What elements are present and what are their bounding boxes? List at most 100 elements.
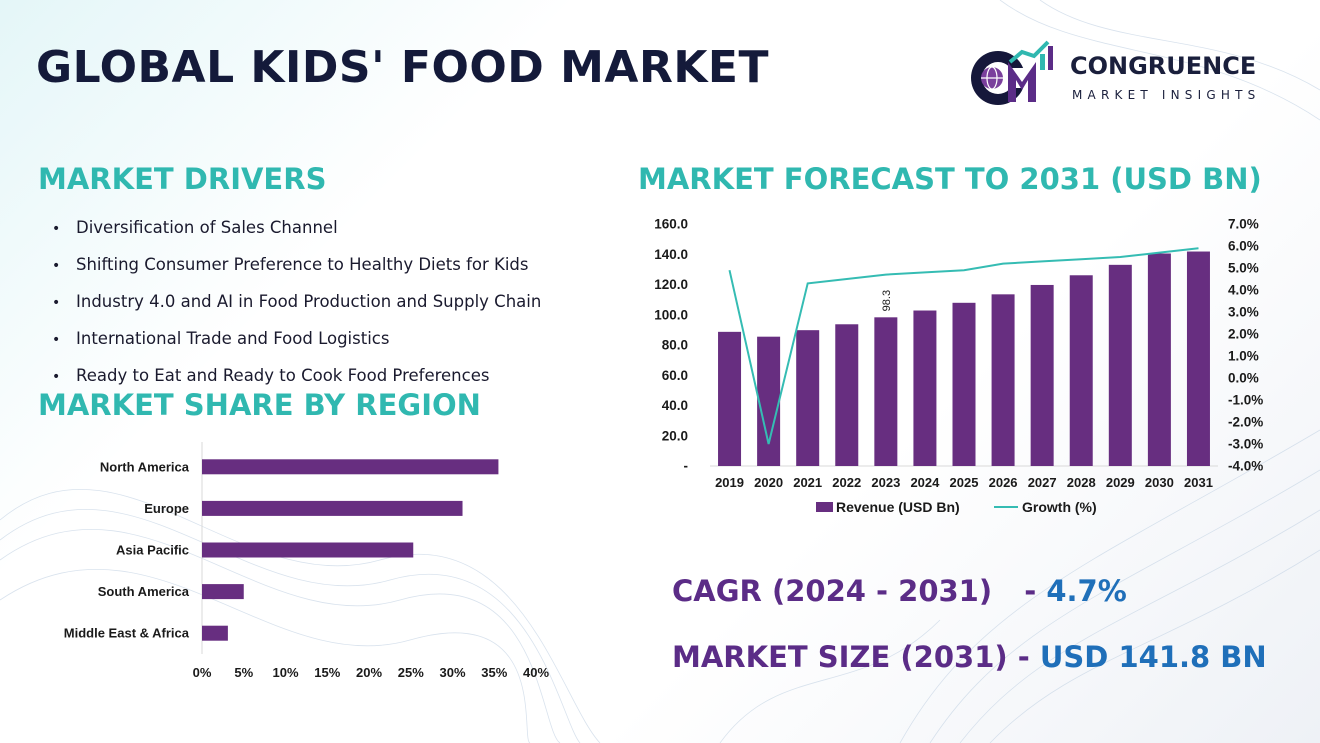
market-drivers-list: • Diversification of Sales Channel • Shift… [52, 216, 541, 401]
forecast-x-tick-label: 2020 [754, 475, 783, 490]
region-bar [202, 500, 463, 516]
cagr-label: CAGR (2024 - 2031) [672, 574, 993, 608]
forecast-data-label: 98.3 [881, 290, 893, 311]
forecast-right-y-tick-label: 0.0% [1228, 371, 1259, 386]
forecast-x-tick-label: 2021 [793, 475, 822, 490]
driver-item-label: Diversification of Sales Channel [76, 218, 338, 237]
forecast-revenue-bar [796, 330, 820, 466]
forecast-left-y-tick-label: 120.0 [654, 277, 688, 292]
forecast-left-y-tick-label: 40.0 [662, 398, 688, 413]
region-category-label: Middle East & Africa [64, 626, 190, 641]
forecast-left-y-tick-label: 80.0 [662, 338, 688, 353]
forecast-x-tick-label: 2029 [1106, 475, 1135, 490]
market-forecast-heading: MARKET FORECAST TO 2031 (USD BN) [638, 162, 1262, 196]
forecast-right-y-tick-label: 7.0% [1228, 217, 1259, 232]
region-bar [202, 584, 244, 600]
forecast-revenue-bar [952, 302, 976, 466]
region-x-tick-label: 35% [481, 665, 507, 680]
legend-revenue-label: Revenue (USD Bn) [836, 499, 960, 515]
region-category-label: Asia Pacific [116, 543, 189, 558]
forecast-left-y-tick-label: 100.0 [654, 307, 688, 322]
region-x-tick-label: 30% [439, 665, 465, 680]
page-title: GLOBAL KIDS' FOOD MARKET [36, 42, 769, 93]
forecast-revenue-bar [1108, 264, 1132, 466]
region-bar [202, 625, 228, 641]
region-bar [202, 542, 414, 558]
legend-growth-label: Growth (%) [1022, 499, 1097, 515]
forecast-x-tick-label: 2027 [1028, 475, 1057, 490]
forecast-left-y-tick-label: 60.0 [662, 368, 688, 383]
region-bar [202, 459, 499, 475]
forecast-x-tick-label: 2026 [989, 475, 1018, 490]
cagr-stat: CAGR (2024 - 2031) - 4.7% [672, 574, 1127, 608]
forecast-right-y-tick-label: 1.0% [1228, 349, 1259, 364]
forecast-right-y-tick-label: -2.0% [1228, 415, 1263, 430]
driver-item-label: Shifting Consumer Preference to Healthy … [76, 255, 529, 274]
forecast-revenue-bar [1069, 275, 1093, 466]
region-x-tick-label: 40% [523, 665, 549, 680]
forecast-x-tick-label: 2030 [1145, 475, 1174, 490]
driver-item: • International Trade and Food Logistics [52, 329, 390, 348]
forecast-left-y-tick-label: - [684, 459, 689, 474]
forecast-revenue-bar [913, 310, 937, 466]
region-share-chart: North America Europe Asia Pacific South Ame… [64, 442, 549, 680]
market-drivers-heading: MARKET DRIVERS [38, 162, 327, 196]
logo-tagline: MARKET INSIGHTS [1072, 88, 1261, 102]
market-forecast-chart: - 20.0 40.0 60.0 80.0 100.0 120.0 140.0 160.0 -4.… [654, 217, 1263, 516]
region-x-tick-label: 5% [234, 665, 253, 680]
forecast-right-y-tick-label: 6.0% [1228, 239, 1259, 254]
driver-item-label: Ready to Eat and Ready to Cook Food Pref… [76, 366, 490, 385]
forecast-x-tick-label: 2023 [871, 475, 900, 490]
market-size-label: MARKET SIZE (2031) [672, 640, 1008, 674]
driver-item: • Diversification of Sales Channel [52, 218, 338, 237]
logo-name: CONGRUENCE [1070, 52, 1257, 80]
forecast-x-tick-label: 2019 [715, 475, 744, 490]
market-size-separator: - [1007, 640, 1040, 674]
forecast-left-y-tick-label: 20.0 [662, 428, 688, 443]
forecast-revenue-bar [718, 331, 742, 466]
forecast-right-y-tick-label: 3.0% [1228, 305, 1259, 320]
region-x-tick-label: 10% [272, 665, 298, 680]
forecast-revenue-bar [1147, 253, 1171, 466]
driver-item-label: International Trade and Food Logistics [76, 329, 390, 348]
forecast-revenue-bar [874, 317, 898, 466]
forecast-left-y-tick-label: 140.0 [654, 247, 688, 262]
forecast-right-y-tick-label: -4.0% [1228, 459, 1263, 474]
forecast-revenue-bar [991, 294, 1015, 466]
region-x-tick-label: 25% [398, 665, 424, 680]
driver-item: • Shifting Consumer Preference to Healthy… [52, 255, 529, 274]
region-category-label: South America [98, 584, 190, 599]
forecast-x-tick-label: 2028 [1067, 475, 1096, 490]
forecast-right-y-tick-label: -1.0% [1228, 393, 1263, 408]
market-size-stat: MARKET SIZE (2031) - USD 141.8 BN [672, 640, 1267, 674]
driver-item: • Ready to Eat and Ready to Cook Food Pre… [52, 366, 490, 385]
region-category-label: North America [100, 459, 190, 474]
market-share-region-heading: MARKET SHARE BY REGION [38, 388, 481, 422]
forecast-x-tick-label: 2025 [950, 475, 979, 490]
congruence-logo: CONGRUENCE MARKET INSIGHTS [962, 36, 1282, 108]
forecast-revenue-bar [757, 336, 781, 466]
legend-revenue-swatch [816, 502, 833, 512]
region-x-tick-label: 20% [356, 665, 382, 680]
forecast-revenue-bar [1186, 251, 1210, 466]
forecast-revenue-bar [1030, 284, 1054, 466]
driver-item-label: Industry 4.0 and AI in Food Production a… [76, 292, 542, 311]
region-x-tick-label: 0% [193, 665, 212, 680]
forecast-left-y-tick-label: 160.0 [654, 217, 688, 232]
region-x-tick-label: 15% [314, 665, 340, 680]
forecast-x-tick-label: 2024 [910, 475, 940, 490]
forecast-right-y-tick-label: 4.0% [1228, 283, 1259, 298]
forecast-growth-line [728, 247, 1199, 445]
forecast-x-tick-label: 2031 [1184, 475, 1213, 490]
cagr-value: 4.7% [1046, 574, 1127, 608]
region-category-label: Europe [144, 501, 189, 516]
cagr-separator: - [1014, 574, 1047, 608]
forecast-right-y-tick-label: -3.0% [1228, 437, 1263, 452]
cm-logo-icon [971, 40, 1053, 105]
market-size-value: USD 141.8 BN [1039, 640, 1267, 674]
forecast-x-tick-label: 2022 [832, 475, 861, 490]
driver-item: • Industry 4.0 and AI in Food Production … [52, 292, 542, 311]
forecast-right-y-tick-label: 5.0% [1228, 261, 1259, 276]
forecast-revenue-bar [835, 324, 859, 466]
